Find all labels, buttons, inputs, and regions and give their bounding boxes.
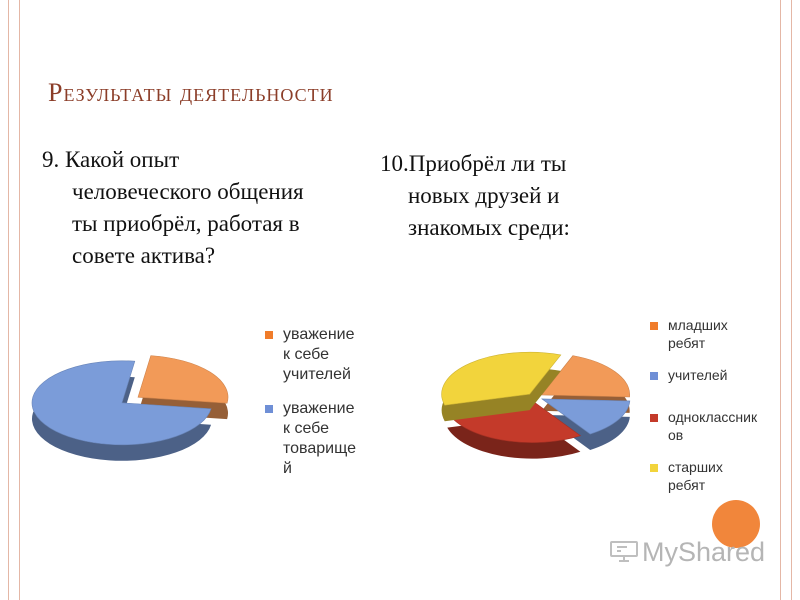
right-frame-decoration [780,0,792,600]
pie-slice-top [31,360,212,446]
legend-text: й [283,460,292,477]
chart-1-legend: уважение к себе учителей уважение к себе… [265,325,385,493]
legend-text: товарище [283,440,356,457]
legend-swatch [650,372,658,380]
pie-slice-top [441,351,562,406]
pie-slice-top [541,355,630,398]
legend-text: младших [668,317,728,333]
legend-item-classmates: одноклассник ов [650,408,790,444]
legend-text: ов [668,427,684,443]
legend-text: уважение [283,326,355,343]
accent-circle [712,500,760,548]
question-9-line: ты приобрёл, работая в [72,211,300,236]
legend-text: учителей [668,367,728,383]
legend-swatch [265,331,273,339]
legend-item-older: старших ребят [650,458,790,494]
legend-text: к себе [283,420,330,437]
legend-text: уважение [283,400,355,417]
legend-item-teachers: учителей [650,366,790,384]
legend-swatch [650,322,658,330]
legend-swatch [265,405,273,413]
legend-text: учителей [283,366,351,383]
legend-item-comrades: уважение к себе товарище й [265,399,385,479]
watermark: MyShared [642,537,766,567]
question-9-line: человеческого общения [72,179,304,204]
legend-item-younger: младших ребят [650,316,790,352]
question-10-line: знакомых среди: [408,215,570,240]
chart-2-legend: младших ребят учителей одноклассник ов с… [650,316,790,508]
legend-text: одноклассник [668,409,758,425]
left-frame-decoration [8,0,20,600]
pie-slice-top [540,398,631,435]
question-9-line: совете актива? [72,243,216,268]
pie-slice-старших-ребят [441,351,562,422]
question-9-line: 9. Какой опыт [42,147,180,172]
legend-swatch [650,464,658,472]
question-10-line: новых друзей и [408,183,560,208]
presentation-board-icon [610,541,638,562]
chart-1 [31,355,229,461]
legend-text: ребят [668,335,706,351]
legend-text: к себе [283,346,330,363]
question-10-line: 10.Приобрёл ли ты [380,151,567,176]
question-9: 9. Какой опыт человеческого общения ты п… [42,144,382,272]
question-10: 10.Приобрёл ли ты новых друзей и знакомы… [380,148,650,244]
legend-swatch [650,414,658,422]
slide-title: Результаты деятельности [48,78,334,107]
pie-slice-top [137,355,229,404]
chart-2 [441,351,631,459]
legend-item-teachers: уважение к себе учителей [265,325,385,385]
pie-slice-уважение-к-себе-товарищей [31,360,212,461]
legend-text: ребят [668,477,706,493]
pie-slice-учителей [540,398,631,451]
legend-text: старших [668,459,723,475]
